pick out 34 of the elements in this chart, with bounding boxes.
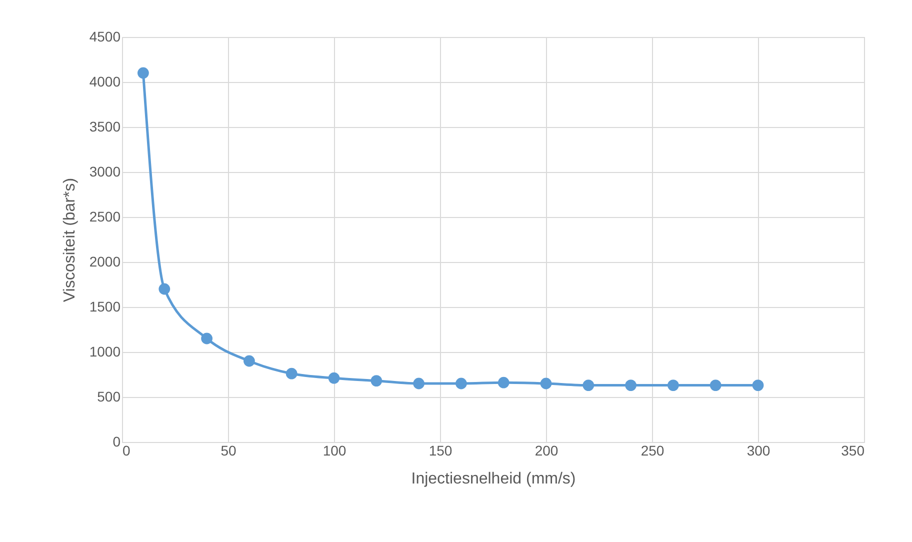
y-tick-label: 3500 [89, 118, 121, 134]
x-tick-label: 150 [428, 442, 452, 458]
point [244, 355, 255, 367]
x-tick-label: 100 [322, 442, 346, 458]
point [710, 380, 722, 391]
point [668, 380, 679, 391]
y-tick-label: 1000 [89, 344, 121, 360]
point [286, 368, 298, 380]
x-tick-label: 350 [841, 442, 865, 458]
y-tick-label: 4000 [89, 74, 121, 90]
point [328, 372, 340, 384]
point [138, 67, 149, 79]
y-tick-label: 500 [97, 388, 121, 404]
point [540, 378, 552, 390]
x-tick-label: 250 [640, 442, 664, 458]
y-tick-label: 3000 [89, 164, 121, 180]
x-tick-label: 200 [534, 442, 558, 458]
x-tick-label: 300 [746, 442, 770, 458]
y-axis-title: Viscositeit (bar*s) [61, 178, 78, 302]
point [752, 380, 764, 391]
point [158, 283, 170, 295]
x-tick-label: 50 [220, 442, 236, 458]
y-tick-label: 2500 [89, 208, 121, 224]
point [498, 376, 510, 388]
y-tick-label: 1500 [89, 298, 121, 314]
y-tick-label: 4500 [89, 28, 121, 44]
point [413, 378, 424, 390]
y-tick-label: 2000 [89, 254, 121, 270]
point [370, 375, 382, 386]
point [456, 378, 467, 390]
point [201, 332, 212, 344]
point [582, 380, 594, 391]
point [625, 380, 636, 391]
x-axis-title: Injectiesnelheid (mm/s) [411, 470, 576, 488]
